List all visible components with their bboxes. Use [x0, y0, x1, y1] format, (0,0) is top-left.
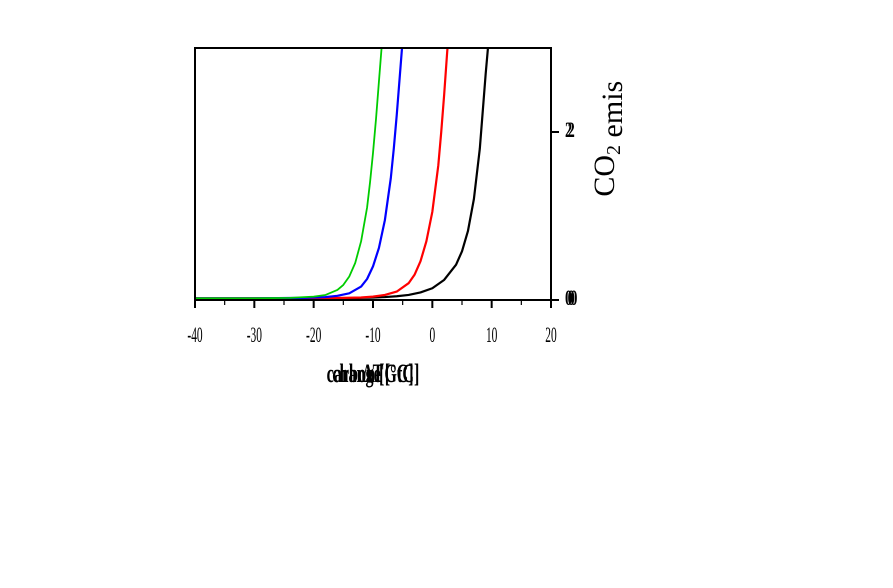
- x-tick-label: -20: [306, 322, 321, 347]
- y-tick-label: 0: [570, 286, 577, 311]
- co2-chart: -40-30-20-100102000022carbon [GtC]change…: [0, 0, 893, 588]
- y-tick-label: 2: [568, 118, 575, 143]
- x-tick-label: 20: [545, 322, 557, 347]
- x-tick-label: -30: [247, 322, 262, 347]
- x-tick-label: 0: [429, 322, 435, 347]
- x-tick-label: 10: [486, 322, 498, 347]
- x-tick-label: -10: [365, 322, 380, 347]
- x-tick-label: -40: [187, 322, 202, 347]
- x-axis-title: ΔT: [363, 359, 384, 388]
